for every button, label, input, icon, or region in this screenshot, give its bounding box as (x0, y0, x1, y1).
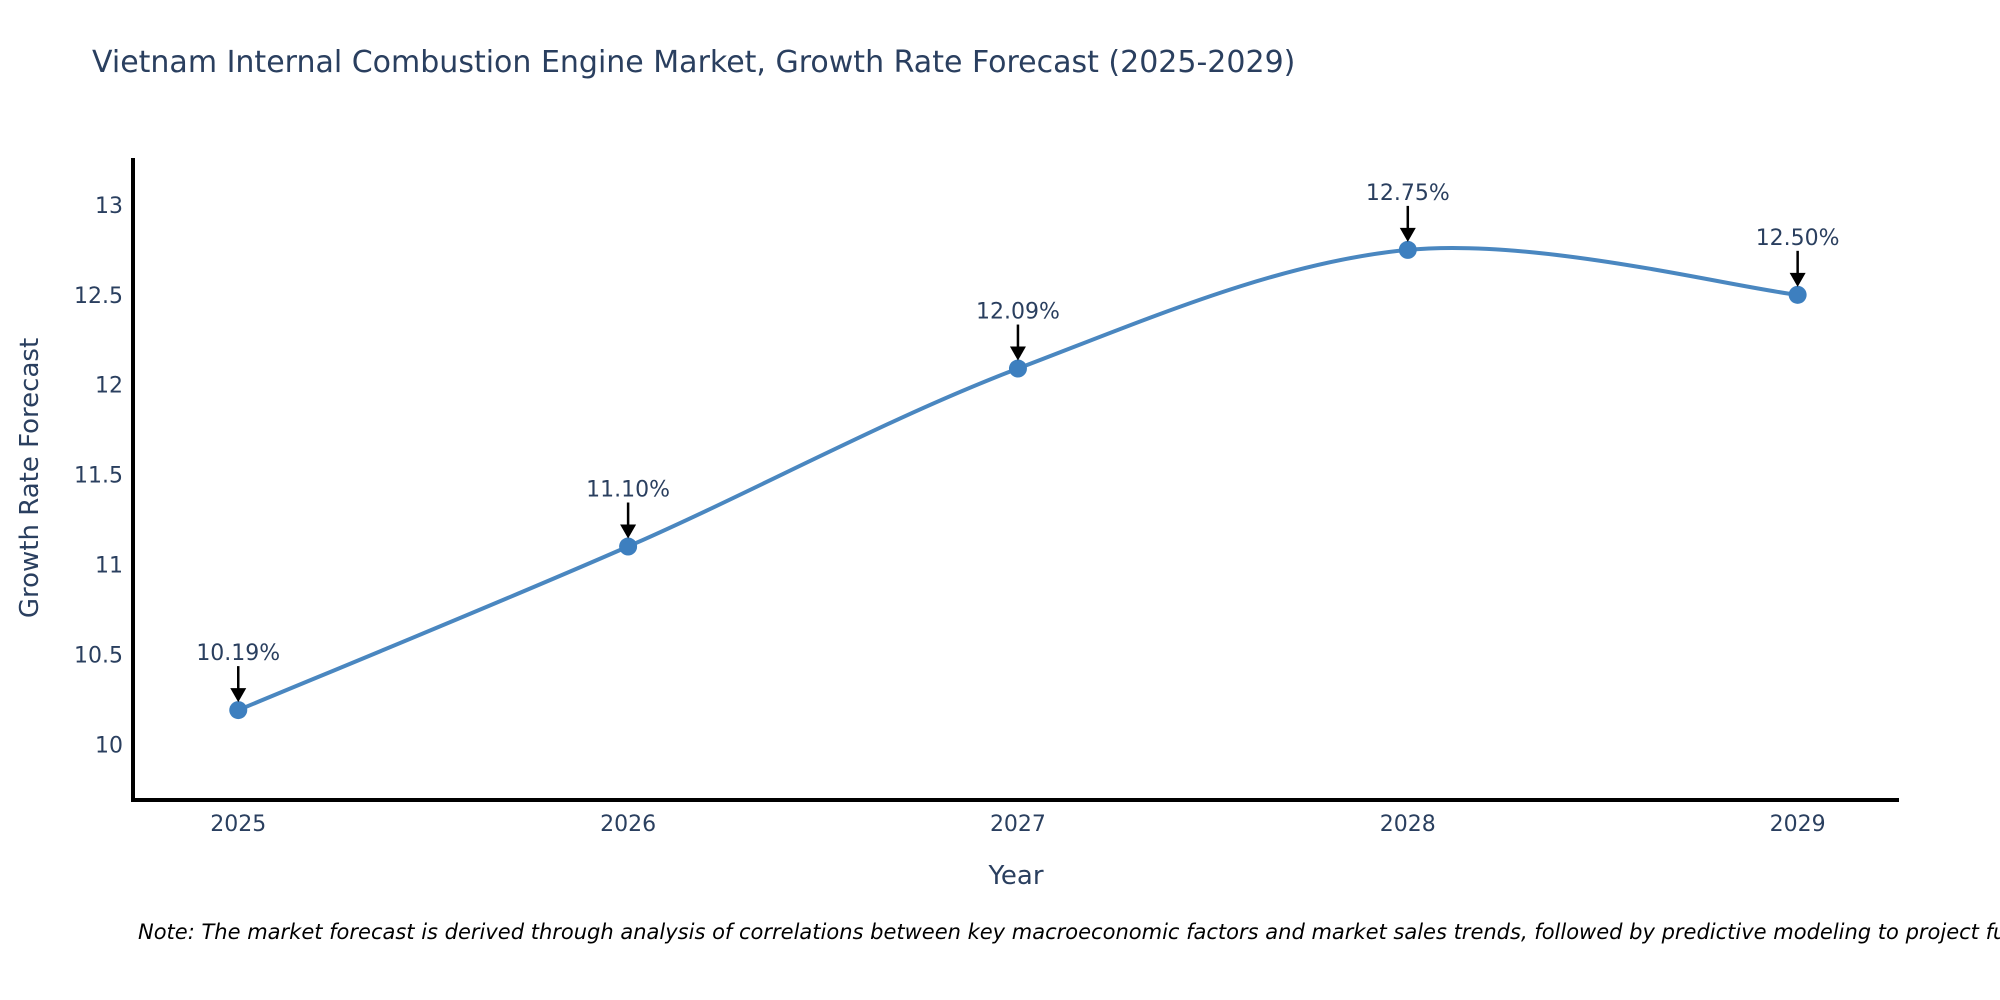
x-tick-label: 2026 (600, 812, 656, 837)
x-tick-label: 2027 (990, 812, 1046, 837)
axis-lines (131, 158, 1899, 802)
data-point-label: 12.75% (1366, 181, 1450, 206)
footnote: Note: The market forecast is derived thr… (138, 920, 2000, 944)
y-axis-title: Growth Rate Forecast (15, 337, 45, 619)
y-tick-label: 10.5 (74, 643, 123, 668)
annotation-arrowhead (620, 524, 637, 539)
data-point-label: 12.50% (1756, 226, 1840, 251)
x-tick-label: 2029 (1770, 812, 1826, 837)
data-point-marker (1008, 359, 1027, 378)
data-point-marker (619, 537, 638, 556)
data-point-label: 10.19% (196, 641, 280, 666)
x-axis-title: Year (988, 861, 1044, 891)
data-point-label: 12.09% (976, 300, 1060, 325)
annotation-arrowhead (1009, 346, 1026, 361)
data-point-marker (229, 701, 248, 720)
y-tick-label: 11.5 (74, 464, 123, 489)
x-tick-label: 2025 (210, 812, 266, 837)
chart-title: Vietnam Internal Combustion Engine Marke… (92, 45, 1296, 80)
annotation-arrowhead (230, 688, 247, 703)
y-tick-label: 13 (95, 194, 123, 219)
y-tick-label: 12 (95, 374, 123, 399)
y-tick-label: 10 (95, 733, 123, 758)
data-point-marker (1788, 285, 1807, 304)
x-tick-label: 2028 (1380, 812, 1436, 837)
y-tick-label: 11 (95, 553, 123, 578)
data-point-label: 11.10% (586, 478, 670, 503)
y-tick-label: 12.5 (74, 284, 123, 309)
annotation-arrowhead (1399, 227, 1416, 242)
annotation-arrowhead (1789, 272, 1806, 287)
data-point-marker (1398, 240, 1417, 259)
